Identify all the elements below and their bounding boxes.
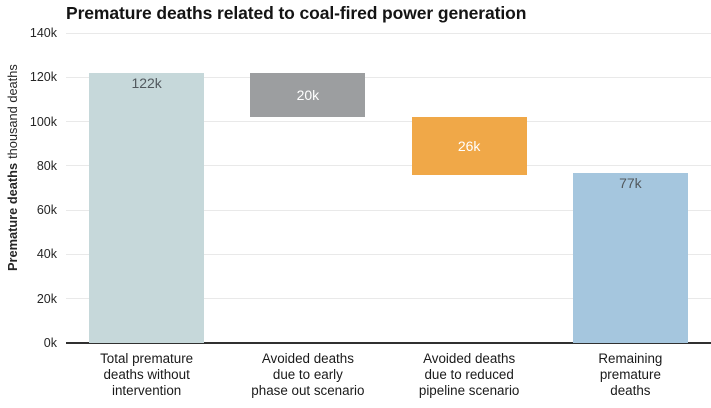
bar: 26k <box>411 117 527 175</box>
y-tick-label: 40k <box>36 247 57 262</box>
x-tick-label: Total premature deaths without intervent… <box>100 351 194 398</box>
x-tick-label: Avoided deaths due to reduced pipeline s… <box>418 351 520 398</box>
y-gridline <box>66 298 711 300</box>
y-gridline <box>66 121 711 123</box>
y-tick-label: 120k <box>29 70 57 85</box>
bar: 122k <box>89 72 205 343</box>
y-tick-label: 100k <box>29 114 57 129</box>
bar: 20k <box>250 72 366 118</box>
y-gridline <box>66 253 711 255</box>
bar-value-label: 77k <box>619 174 642 191</box>
chart-title: Premature deaths related to coal-fired p… <box>66 3 527 23</box>
y-axis-label-unit: thousand deaths <box>5 64 20 159</box>
y-gridline <box>66 209 711 211</box>
y-gridline <box>66 165 711 167</box>
y-tick-label: 80k <box>36 158 57 173</box>
y-axis-label: Premature deaths thousand deaths <box>5 64 20 271</box>
y-gridline <box>66 32 711 34</box>
x-tick-label: Remaining premature deaths <box>598 351 663 398</box>
bar-value-label: 26k <box>457 137 481 154</box>
y-gridline <box>66 76 711 78</box>
plot-area: 122k 20k 26k 77k <box>66 32 711 344</box>
y-tick-label: 0k <box>43 336 57 350</box>
y-tick-label: 140k <box>29 26 57 40</box>
bar-value-label: 20k <box>296 86 320 103</box>
x-tick-label: Avoided deaths due to early phase out sc… <box>251 351 365 398</box>
y-tick-label: 20k <box>36 291 57 306</box>
y-axis-label-measure: Premature deaths <box>5 162 20 271</box>
bar-value-label: 122k <box>131 74 162 91</box>
zero-axis-line <box>66 342 711 344</box>
y-tick-label: 60k <box>36 203 57 218</box>
bar: 77k <box>572 172 688 343</box>
